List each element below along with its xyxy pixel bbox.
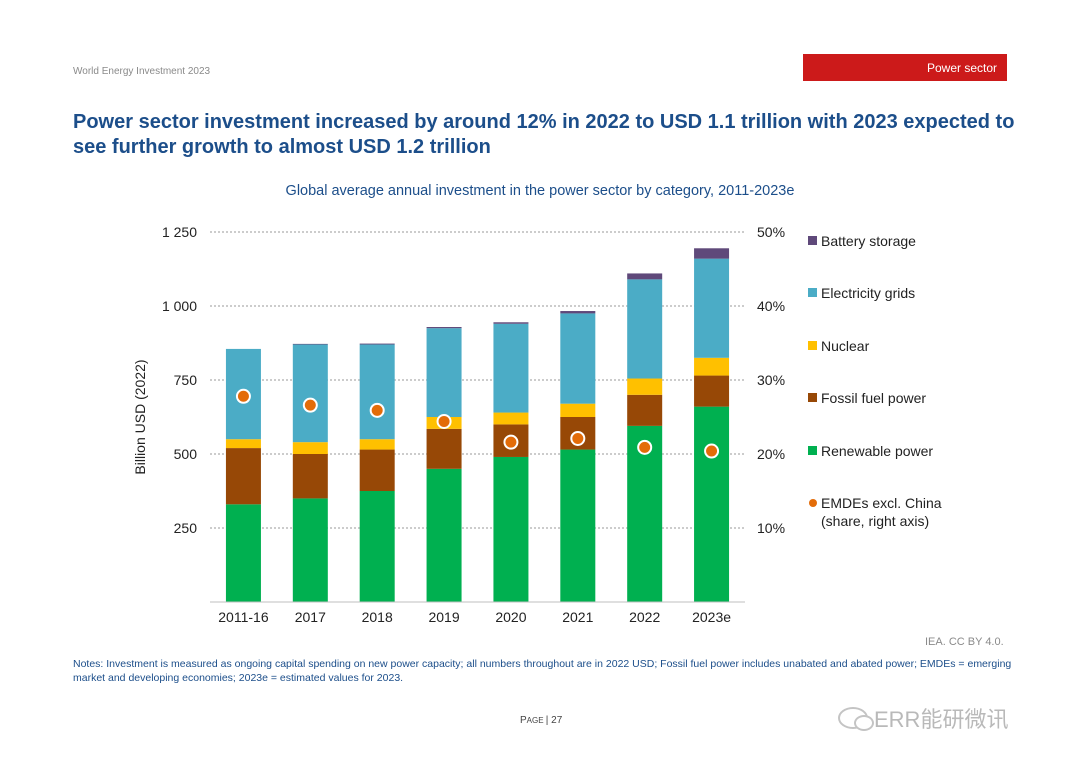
y-tick-label: 750 <box>174 372 198 388</box>
legend-swatch <box>808 236 817 245</box>
bar-segment <box>225 448 261 505</box>
bar-segment <box>694 248 730 259</box>
y-axis-label: Billion USD (2022) <box>132 359 148 474</box>
legend-label: Renewable power <box>821 443 933 459</box>
watermark-text: ERR能研微讯 <box>874 707 1009 732</box>
bar-segment <box>627 273 663 280</box>
page-headline: Power sector investment increased by aro… <box>73 111 1015 158</box>
bar-segment <box>225 439 261 449</box>
share-marker <box>637 439 653 455</box>
bar-segment <box>694 375 730 407</box>
bar-segment <box>292 498 328 602</box>
bar-segment <box>493 412 529 425</box>
bar-segment <box>359 343 395 345</box>
bar-segment <box>493 322 529 324</box>
bar-segment <box>694 357 730 376</box>
bar-segment <box>560 313 596 404</box>
x-tick-label: 2020 <box>495 609 526 625</box>
page-number: PAGE | 27 <box>520 715 563 726</box>
y-tick-label: 1 000 <box>162 298 197 314</box>
bar-segment <box>426 468 462 602</box>
watermark: ERR能研微讯 <box>838 702 1008 734</box>
x-tick-label: 2017 <box>295 609 326 625</box>
chart-title: Global average annual investment in the … <box>285 183 795 199</box>
bar-segment <box>426 328 462 417</box>
share-marker <box>503 434 519 450</box>
share-marker <box>302 397 318 413</box>
chart-notes: Notes: Investment is measured as ongoing… <box>73 658 1012 684</box>
x-tick-label: 2021 <box>562 609 593 625</box>
share-marker <box>369 402 385 418</box>
bar-segment <box>560 311 596 314</box>
bar-segment <box>359 449 395 491</box>
share-marker <box>570 430 586 446</box>
bar-segment <box>292 442 328 454</box>
section-label: Power sector <box>803 54 1007 81</box>
x-tick-label: 2023e <box>692 609 731 625</box>
bar-segment <box>493 323 529 413</box>
bar-segment <box>359 344 395 440</box>
share-marker <box>436 413 452 429</box>
bar-segment <box>359 439 395 450</box>
running-title: World Energy Investment 2023 <box>73 66 211 77</box>
share-marker <box>235 388 251 404</box>
bar-segment <box>225 504 261 602</box>
bar-segment <box>627 394 663 426</box>
x-tick-label: 2018 <box>362 609 393 625</box>
legend-swatch <box>808 341 817 350</box>
bar-segment <box>292 343 328 345</box>
bar-segment <box>627 425 663 602</box>
chart-credit: IEA. CC BY 4.0. <box>925 636 1004 648</box>
y2-tick-label: 40% <box>757 298 785 314</box>
y-tick-label: 250 <box>174 520 198 536</box>
bar-segment <box>627 279 663 379</box>
y2-tick-label: 50% <box>757 224 785 240</box>
x-tick-label: 2019 <box>428 609 459 625</box>
legend-swatch <box>808 446 817 455</box>
bar-segment <box>694 258 730 358</box>
bar-segment <box>493 456 529 602</box>
x-tick-label: 2022 <box>629 609 660 625</box>
legend-swatch <box>808 393 817 402</box>
legend-swatch <box>808 288 817 297</box>
y2-tick-label: 10% <box>757 520 785 536</box>
legend-marker <box>809 499 817 507</box>
bar-segment <box>426 428 462 469</box>
legend-label: Nuclear <box>821 338 870 354</box>
bar-segment <box>627 378 663 395</box>
bar-segment <box>292 454 328 499</box>
y2-tick-label: 30% <box>757 372 785 388</box>
bar-segment <box>359 491 395 602</box>
legend-label: EMDEs excl. China <box>821 495 942 511</box>
bar-segment <box>694 406 730 602</box>
legend-label: Fossil fuel power <box>821 390 926 406</box>
y-tick-label: 1 250 <box>162 224 197 240</box>
y-tick-label: 500 <box>174 446 198 462</box>
legend-label: Electricity grids <box>821 285 915 301</box>
chat-bubble-icon <box>838 707 874 731</box>
x-tick-label: 2011-16 <box>218 609 269 625</box>
bar-segment <box>560 449 596 602</box>
legend-label: Battery storage <box>821 233 916 249</box>
bar-segment <box>292 344 328 443</box>
y2-tick-label: 20% <box>757 446 785 462</box>
bar-segment <box>426 327 462 329</box>
legend-label: (share, right axis) <box>821 513 929 529</box>
share-marker <box>704 443 720 459</box>
bar-segment <box>560 403 596 417</box>
